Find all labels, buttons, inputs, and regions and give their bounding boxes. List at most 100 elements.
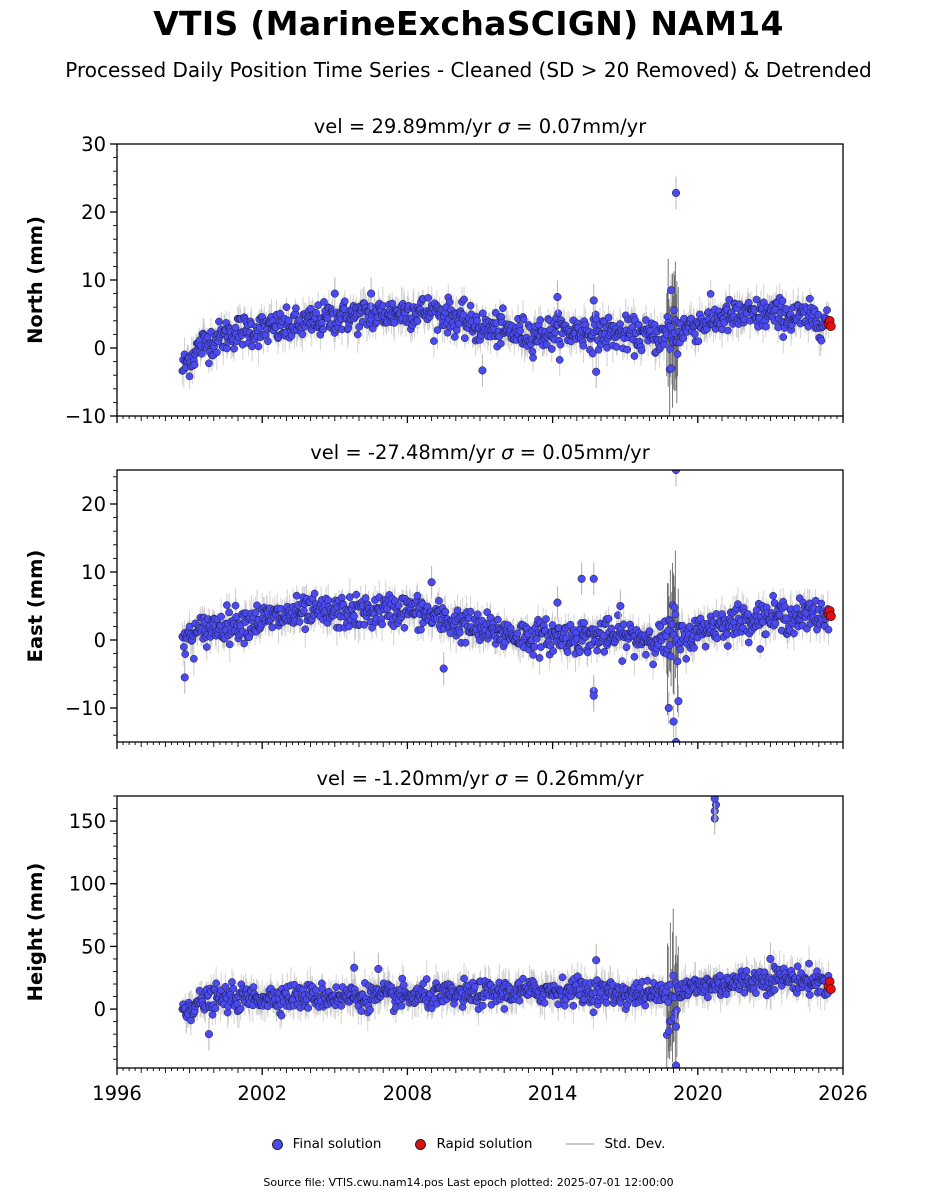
north-final-point <box>340 297 349 306</box>
north-final-point <box>248 342 256 351</box>
east-final-point <box>251 608 260 617</box>
east-final-point <box>542 615 550 623</box>
east-final-point <box>670 603 679 612</box>
north-final-point <box>556 340 565 349</box>
north-final-point <box>814 310 823 319</box>
east-velocity-value: vel = -27.48mm/yr <box>310 441 501 464</box>
north-final-point <box>660 340 668 349</box>
east-final-point <box>185 622 194 631</box>
east-final-point <box>669 717 678 726</box>
north-final-point <box>478 366 487 375</box>
height-final-point <box>228 978 236 986</box>
north-final-point <box>450 333 459 341</box>
east-final-point <box>566 620 575 629</box>
east-final-point <box>350 612 358 621</box>
north-ytick-label: 0 <box>94 337 106 360</box>
east-final-point <box>793 604 801 613</box>
north-final-point <box>460 334 469 343</box>
north-ytick-label: 20 <box>81 201 106 224</box>
north-axes-frame <box>116 143 844 417</box>
north-final-point <box>367 289 376 298</box>
north-final-point <box>805 294 814 303</box>
north-final-point <box>519 315 528 324</box>
north-final-point <box>817 336 826 345</box>
north-ytick-label: 10 <box>81 269 106 292</box>
north-ytick-label: 30 <box>81 133 106 156</box>
east-final-point <box>614 611 622 620</box>
east-final-point <box>324 596 333 605</box>
north-final-point <box>473 316 481 325</box>
north-final-point <box>496 339 505 348</box>
north-final-point <box>667 323 675 332</box>
east-ylabel: East (mm) <box>24 550 47 663</box>
north-final-point <box>735 300 744 309</box>
east-final-point <box>665 641 674 650</box>
east-final-point <box>618 657 627 665</box>
east-velocity-title: vel = -27.48mm/yr σ = 0.05mm/yr <box>310 441 650 464</box>
east-final-point <box>361 594 370 602</box>
north-final-point <box>529 353 537 362</box>
north-final-point <box>413 317 422 326</box>
east-final-point <box>724 642 732 650</box>
north-final-point <box>542 340 551 349</box>
north-final-point <box>445 298 454 306</box>
east-final-point <box>360 620 369 629</box>
north-final-point <box>264 337 272 346</box>
north-final-point <box>230 344 238 353</box>
east-final-point <box>378 620 386 629</box>
east-final-point <box>240 639 249 648</box>
north-sigma-value: = 0.07mm/yr <box>510 115 647 138</box>
north-final-point <box>690 330 699 338</box>
north-final-point <box>762 322 770 331</box>
north-final-point <box>579 341 588 350</box>
east-final-point <box>723 630 731 639</box>
east-sigma-value: = 0.05mm/yr <box>513 441 650 464</box>
north-final-point <box>478 309 487 318</box>
east-final-point <box>549 647 558 655</box>
east-final-point <box>696 614 705 623</box>
east-final-point <box>301 625 310 634</box>
east-final-point <box>299 606 308 615</box>
north-final-point <box>555 356 564 364</box>
north-final-point <box>650 320 659 329</box>
east-final-point <box>439 664 448 673</box>
east-final-point <box>223 601 231 609</box>
east-final-point <box>667 652 675 661</box>
north-final-point <box>390 319 399 327</box>
east-final-point <box>189 654 198 663</box>
east-final-point <box>645 627 654 636</box>
north-final-point <box>667 286 676 295</box>
north-final-point <box>752 295 761 304</box>
north-final-point <box>823 306 831 314</box>
east-final-point <box>577 574 586 583</box>
east-final-point <box>535 654 544 662</box>
east-final-point <box>642 650 650 659</box>
north-final-point <box>205 359 213 368</box>
east-final-point <box>744 610 752 618</box>
east-final-point <box>368 623 376 632</box>
east-final-point <box>494 615 502 624</box>
north-final-point <box>212 348 221 357</box>
east-final-point <box>483 608 491 617</box>
north-final-point <box>190 360 199 369</box>
east-final-point <box>619 620 628 629</box>
east-final-point <box>461 638 470 647</box>
height-final-point <box>211 1004 220 1013</box>
east-final-point <box>690 643 698 652</box>
north-final-point <box>706 290 715 298</box>
north-final-point <box>670 306 678 315</box>
east-final-point <box>664 703 673 713</box>
north-final-point <box>694 337 703 346</box>
east-final-point <box>400 623 409 632</box>
height-data <box>178 796 836 1068</box>
east-final-point <box>513 629 522 638</box>
north-final-point <box>589 296 598 305</box>
east-final-point <box>671 610 680 619</box>
height-final-point <box>236 1004 245 1013</box>
east-ytick-label: −10 <box>65 697 106 720</box>
panel-north: −10 0 10 20 30 vel = 29.89mm/yr σ = 0.07mm/yr… <box>24 115 844 428</box>
east-final-point <box>181 650 190 658</box>
east-final-point <box>352 590 361 599</box>
east-final-point <box>599 631 608 640</box>
